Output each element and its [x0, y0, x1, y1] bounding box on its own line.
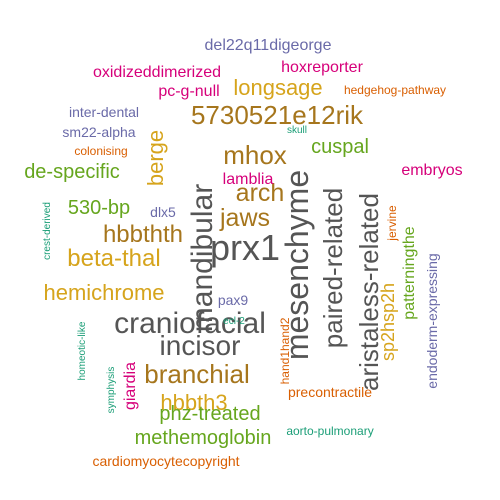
word-de-specific: de-specific	[24, 161, 120, 183]
word-crest-derived: crest-derived	[42, 202, 53, 260]
word-berge: berge	[143, 130, 168, 186]
word-sm22-alpha: sm22-alpha	[62, 124, 135, 140]
word-hedgehog-pathway: hedgehog-pathway	[344, 83, 446, 97]
word-cardiomyocytecopyright: cardiomyocytecopyright	[92, 453, 239, 469]
word-mandibular: mandibular	[186, 184, 219, 332]
word-symphysis: symphysis	[106, 367, 117, 414]
word-del22q11digeorge: del22q11digeorge	[205, 37, 332, 54]
word-arch: arch	[236, 179, 285, 207]
word-ecl-2: ecl-2	[223, 316, 245, 327]
word-jervine: jervine	[385, 205, 399, 242]
word-hbbthth: hbbthth	[103, 221, 183, 248]
word-5730521e12rik: 5730521e12rik	[191, 100, 364, 130]
word-skull: skull	[287, 125, 307, 136]
word-giardia: giardia	[122, 362, 139, 410]
word-mesenchyme: mesenchyme	[279, 170, 315, 360]
word-aorto-pulmonary: aorto-pulmonary	[286, 424, 373, 438]
word-mhox: mhox	[223, 140, 287, 170]
word-aristaless-related: aristaless-related	[354, 193, 384, 391]
word-hoxreporter: hoxreporter	[281, 59, 363, 76]
word-jaws: jaws	[219, 204, 270, 232]
word-paired-related: paired-related	[318, 188, 348, 348]
word-beta-thal: beta-thal	[67, 245, 160, 272]
word-hand1hand2: hand1hand2	[278, 317, 292, 384]
word-lamblia: lamblia	[223, 171, 274, 188]
word-pc-g-null: pc-g-null	[158, 83, 219, 100]
word-patterningthe: patterningthe	[401, 226, 418, 320]
word-pax9: pax9	[218, 292, 249, 308]
word-hemichrome: hemichrome	[43, 280, 164, 305]
word-methemoglobin: methemoglobin	[135, 427, 272, 449]
word-precontractile: precontractile	[288, 384, 372, 400]
word-colonising: colonising	[74, 144, 127, 158]
word-incisor: incisor	[160, 330, 241, 361]
word-oxidizeddimerized: oxidizeddimerized	[93, 64, 221, 81]
word-530-bp: 530-bp	[68, 197, 130, 219]
word-dlx5: dlx5	[150, 204, 176, 220]
word-prx1: prx1	[210, 227, 280, 268]
word-craniofacial: craniofacial	[114, 307, 266, 340]
word-endoderm-expressing: endoderm-expressing	[424, 253, 440, 388]
word-longsage: longsage	[233, 75, 322, 100]
word-homeotic-like: homeotic-like	[77, 321, 88, 380]
word-phz-treated: phz-treated	[159, 403, 260, 425]
word-cuspal: cuspal	[311, 136, 369, 158]
word-inter-dental: inter-dental	[69, 104, 139, 120]
word-branchial: branchial	[144, 359, 250, 389]
word-hbbth3: hbbth3	[160, 390, 227, 415]
word-embryos: embryos	[401, 162, 462, 179]
word-sp2hsp2h: sp2hsp2h	[378, 283, 398, 361]
